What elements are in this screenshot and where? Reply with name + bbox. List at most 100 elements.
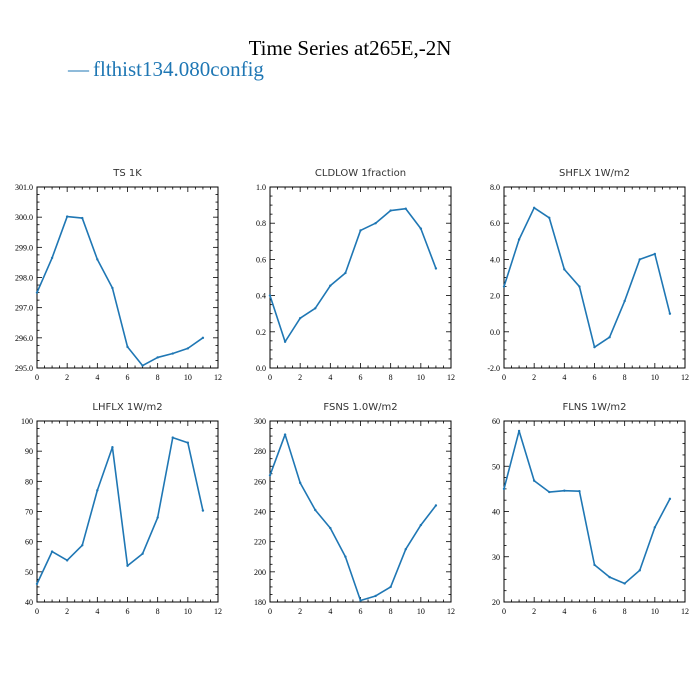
x-tick-label: 12 [681,373,689,382]
panel-title: CLDLOW 1fraction [315,168,406,179]
data-point [65,215,69,218]
y-tick-label: 0.0 [256,364,266,373]
chart-panel-3: SHFLX 1W/m2 0 2 4 6 8 10 12 -2.0 0.0 2.0 4.0 6.0 8.0 [487,168,689,382]
x-tick-label: 6 [593,373,597,382]
y-tick-label: 180 [254,598,266,607]
data-point [359,229,362,232]
data-point [50,256,54,260]
x-tick-label: 0 [502,373,506,382]
x-tick-label: 0 [268,607,272,616]
x-tick-label: 6 [359,607,363,616]
data-point [419,523,423,527]
panel-title: FLNS 1W/m2 [562,402,626,413]
data-point [268,474,272,477]
x-tick-label: 8 [623,373,627,382]
data-point [156,516,159,519]
data-point [563,268,566,271]
y-tick-label: 40 [492,508,500,517]
data-point [35,582,39,586]
chart-panel-5: FSNS 1.0W/m2 0 2 4 6 8 10 12 180 200 220 240 260 280 3… [254,402,455,616]
x-tick-label: 12 [214,373,222,382]
y-tick-label: 240 [254,508,266,517]
data-point [502,285,506,288]
data-point [329,526,332,530]
legend: — flthist134.080config [68,57,264,82]
y-tick-label: 200 [254,568,266,577]
y-tick-label: 4.0 [490,255,500,264]
x-tick-label: 12 [447,607,455,616]
data-point [141,552,144,555]
panel-title: FSNS 1.0W/m2 [323,402,397,413]
data-point [201,509,205,512]
y-tick-label: 50 [492,462,500,471]
y-tick-label: 0.4 [256,292,266,301]
x-tick-label: 2 [65,373,69,382]
y-tick-label: 300.0 [15,213,33,222]
data-point [65,559,69,562]
data-point [548,216,551,219]
data-point [298,481,302,485]
data-point [329,284,332,287]
y-tick-label: 296.0 [15,334,33,343]
y-tick-label: 299.0 [15,243,33,252]
legend-line-marker: — [68,57,89,81]
plot-frame [36,420,219,603]
chart-panel-2: CLDLOW 1fraction 0 2 4 6 8 10 12 0.0 0.2 0.4 0.6 0.8… [256,168,455,382]
y-tick-label: 0.8 [256,219,266,228]
data-point [434,267,438,270]
y-tick-label: 295.0 [15,364,33,373]
data-point [532,479,536,482]
data-point [404,548,407,551]
data-point [517,238,521,241]
data-point [201,336,205,340]
x-tick-label: 10 [651,373,659,382]
x-tick-label: 2 [298,607,302,616]
data-point [359,599,362,602]
panel-title: SHFLX 1W/m2 [559,168,630,179]
data-point [156,356,159,359]
plot-frame [36,186,219,369]
y-tick-label: 300 [254,417,266,426]
x-tick-label: 0 [268,373,272,382]
data-point [344,555,347,558]
y-tick-label: 50 [25,568,33,577]
x-tick-label: 8 [389,607,393,616]
y-tick-label: 220 [254,538,266,547]
data-point [563,489,566,492]
x-tick-label: 6 [359,373,363,382]
plot-frame [503,420,686,603]
data-point [374,594,377,598]
figure-title: Time Series at265E,-2N [248,36,452,60]
data-point [126,564,129,567]
series-line [503,207,671,348]
y-tick-label: 280 [254,447,266,456]
y-tick-label: 260 [254,477,266,486]
x-tick-label: 6 [126,607,130,616]
x-tick-label: 10 [417,607,425,616]
x-tick-label: 2 [65,607,69,616]
data-point [532,206,536,210]
panel-title: LHFLX 1W/m2 [92,402,162,413]
data-point [668,497,672,501]
x-tick-label: 2 [532,607,536,616]
y-tick-label: 0.6 [256,255,266,264]
data-point [186,441,190,444]
series-line [269,433,437,602]
data-point [81,544,84,547]
data-point [314,307,317,310]
x-tick-label: 4 [562,373,566,382]
x-tick-label: 10 [651,607,659,616]
y-tick-label: 80 [25,477,33,486]
data-point [171,352,174,355]
y-tick-label: 0.0 [490,328,500,337]
y-tick-label: 8.0 [490,183,500,192]
data-point [548,490,551,494]
plot-frame [269,420,452,603]
series-line [503,430,671,585]
data-point [389,585,392,589]
y-tick-label: 100 [21,417,33,426]
y-tick-label: 30 [492,553,500,562]
x-tick-label: 10 [184,607,192,616]
data-point [419,227,423,230]
x-tick-label: 12 [681,607,689,616]
